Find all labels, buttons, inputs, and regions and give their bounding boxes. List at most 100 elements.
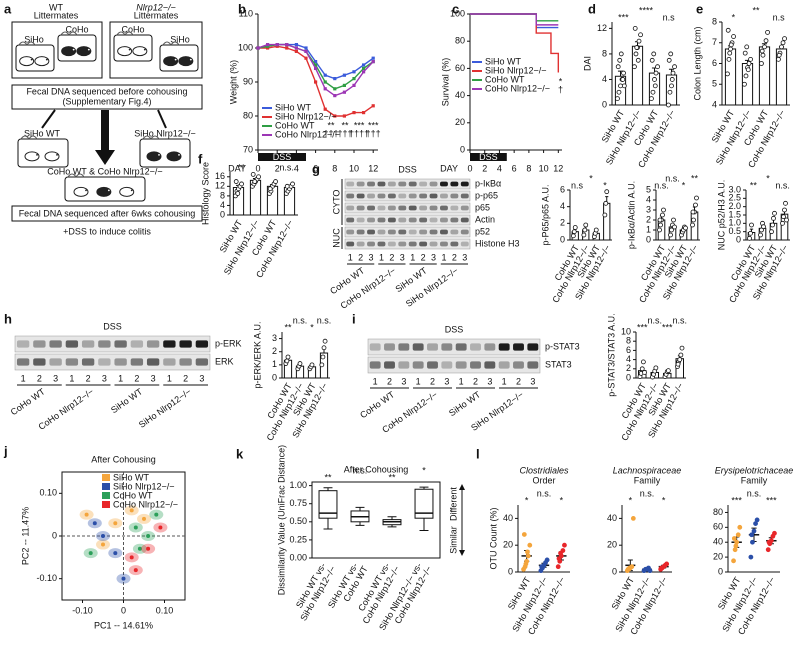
cage-lid xyxy=(116,31,134,36)
arrow-head xyxy=(459,484,465,490)
step-text: Fecal DNA sequenced before cohousing xyxy=(26,86,187,96)
point xyxy=(256,46,260,50)
data-point xyxy=(562,542,567,548)
y-tick-label: 1.00 xyxy=(289,480,307,490)
step-text: Fecal DNA sequenced after 6wks cohousing xyxy=(19,208,196,218)
mouse xyxy=(19,56,35,67)
cage-lid xyxy=(67,173,85,178)
series-line xyxy=(470,13,559,26)
blot-band xyxy=(356,205,365,211)
mouse xyxy=(34,56,50,67)
y-tick-label: 20 xyxy=(455,117,465,127)
data-point xyxy=(630,516,636,521)
mouse-eye xyxy=(178,153,180,156)
y-tick-label: 2 xyxy=(272,346,277,356)
blot-strip xyxy=(344,202,471,214)
blot-band xyxy=(419,193,428,199)
point xyxy=(342,83,346,87)
blot-strip xyxy=(344,190,471,202)
data-point xyxy=(679,345,685,351)
mouse xyxy=(166,151,182,162)
y-axis-label: Dissimilarity Value (UniFrac Distance) xyxy=(276,445,286,595)
mouse xyxy=(132,46,148,57)
data-point xyxy=(661,207,666,213)
panel-letter: c xyxy=(452,1,459,16)
point xyxy=(113,551,118,556)
blot-band xyxy=(377,205,386,211)
blot-band xyxy=(460,193,469,199)
x-tick-label: 8 xyxy=(332,163,337,173)
point xyxy=(314,60,318,64)
point xyxy=(352,111,356,115)
blot-row-label: ERK xyxy=(215,356,234,366)
data-point xyxy=(666,102,671,108)
group-label: SiHo Nlrp12−/− xyxy=(137,386,193,429)
lane-number: 1 xyxy=(410,252,415,262)
cage-label: CoHo xyxy=(121,24,144,34)
data-point xyxy=(745,67,751,73)
x-tick-label: 12 xyxy=(553,163,563,173)
point xyxy=(362,66,366,70)
data-point xyxy=(544,557,550,563)
data-point xyxy=(621,83,627,89)
blot-band xyxy=(398,229,407,235)
blot-band xyxy=(429,217,438,223)
blot-band xyxy=(419,181,428,187)
blot-band xyxy=(450,181,459,187)
y-tick-label: 6 xyxy=(626,345,631,355)
x-tick-label: 0 xyxy=(467,163,472,173)
data-point xyxy=(555,564,561,570)
step-text: +DSS to induce colitis xyxy=(63,226,151,236)
y-tick-label: 70 xyxy=(243,144,253,154)
blot-band xyxy=(367,205,375,211)
blot-band xyxy=(387,193,396,199)
point xyxy=(266,44,270,48)
blot-row-label: p-p65 xyxy=(475,190,498,200)
blot-band xyxy=(440,205,448,211)
data-point xyxy=(754,517,760,523)
lane-number: 1 xyxy=(441,252,446,262)
point xyxy=(333,94,337,98)
blot-title: DSS xyxy=(398,164,417,174)
data-point xyxy=(621,70,626,76)
x-tick-label: 10 xyxy=(539,163,549,173)
y-tick-label: 0 xyxy=(560,234,565,244)
blot-band xyxy=(429,241,438,247)
data-point xyxy=(322,338,328,344)
y-tick-label: 0 xyxy=(646,234,651,244)
y-tick-label: 0 xyxy=(272,372,277,382)
y-tick-label: 0.00 xyxy=(289,552,307,562)
data-point xyxy=(525,553,531,559)
cage-lid xyxy=(18,41,36,46)
blot-band xyxy=(377,181,386,187)
data-point xyxy=(640,359,646,365)
compartment-label: NUC xyxy=(331,228,341,248)
point xyxy=(304,56,308,60)
data-point xyxy=(615,96,620,102)
point xyxy=(285,43,289,47)
blot-strip xyxy=(14,335,211,353)
data-point xyxy=(772,530,777,536)
data-point xyxy=(572,225,578,230)
point xyxy=(342,90,346,94)
lane-number: 3 xyxy=(431,252,436,262)
blot-band xyxy=(369,343,381,351)
panel-letter: h xyxy=(4,311,12,326)
data-point xyxy=(759,48,765,54)
y-tick-label: 5 xyxy=(646,184,651,194)
data-point xyxy=(742,81,747,87)
y-tick-label: 8 xyxy=(602,48,607,58)
mouse xyxy=(146,151,162,162)
data-point xyxy=(581,232,587,238)
blot-band xyxy=(387,229,396,235)
significance: n.s xyxy=(571,180,584,190)
y-tick-label: 0 xyxy=(508,566,513,576)
mouse xyxy=(117,46,133,57)
lane-number: 2 xyxy=(516,376,521,386)
blot-band xyxy=(367,241,375,247)
panel-letter: e xyxy=(696,1,703,16)
data-point xyxy=(749,222,754,228)
mouse-eye xyxy=(56,153,58,156)
mouse xyxy=(76,46,92,57)
blot-band xyxy=(346,229,355,235)
